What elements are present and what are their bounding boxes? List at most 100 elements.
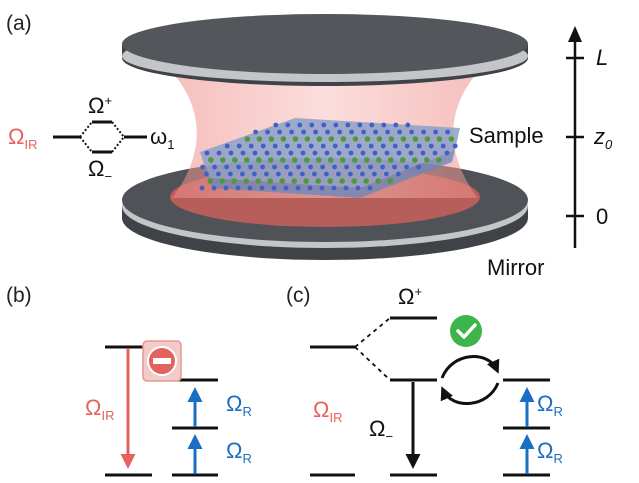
blue-atom xyxy=(228,171,233,177)
green-atom xyxy=(207,178,213,184)
axis-label-z0: z0 xyxy=(593,124,613,152)
green-atom xyxy=(339,178,346,184)
omega-plus-label-c: Ω+ xyxy=(398,284,422,309)
blue-atom xyxy=(308,164,313,170)
blue-atom xyxy=(312,150,318,156)
green-atom xyxy=(375,178,382,184)
green-atom xyxy=(304,136,311,142)
blue-atom xyxy=(393,122,399,128)
blue-atom xyxy=(321,122,327,128)
blue-atom xyxy=(409,129,414,135)
blue-atom xyxy=(320,164,325,170)
blue-atom xyxy=(336,150,342,156)
green-atom xyxy=(219,178,225,184)
green-atom xyxy=(303,178,310,184)
blue-atom xyxy=(385,129,390,135)
blue-atom xyxy=(259,185,265,191)
sample-crystal xyxy=(199,118,460,198)
blue-atom xyxy=(361,129,366,135)
blue-atom xyxy=(307,185,313,191)
blue-atom xyxy=(333,122,339,128)
green-atom xyxy=(363,178,370,184)
green-atom xyxy=(268,136,275,142)
blue-atom xyxy=(260,143,266,149)
blue-atom xyxy=(300,171,305,177)
green-atom xyxy=(352,157,358,163)
green-atom xyxy=(292,157,298,163)
blue-atom xyxy=(368,164,373,170)
blue-atom xyxy=(301,129,306,135)
blue-atom xyxy=(360,150,366,156)
blue-atom xyxy=(416,143,422,149)
blue-atom xyxy=(272,164,277,170)
blue-atom xyxy=(313,129,318,135)
blue-atom xyxy=(204,171,209,177)
blue-atom xyxy=(319,185,325,191)
blue-atom xyxy=(343,185,349,191)
blue-atom xyxy=(416,164,421,170)
blue-atom xyxy=(252,171,257,177)
blue-atom xyxy=(260,164,265,170)
blue-atom xyxy=(356,164,361,170)
omega-minus-label-c: Ω− xyxy=(369,416,393,444)
green-atom xyxy=(351,178,358,184)
blue-atom xyxy=(277,129,282,135)
top-mirror xyxy=(122,14,528,86)
blue-atom xyxy=(235,185,241,191)
omega-r-label-b-lower: ΩR xyxy=(226,438,252,466)
green-atom xyxy=(291,178,298,184)
panel-b-levels xyxy=(105,345,218,477)
green-atom xyxy=(243,178,249,184)
blue-atom xyxy=(296,143,302,149)
blue-atom xyxy=(240,150,246,156)
mirror-label: Mirror xyxy=(487,255,544,280)
blue-atom xyxy=(421,129,426,135)
omega-ir-label-c: ΩIR xyxy=(313,397,342,425)
check-circle-icon xyxy=(450,315,482,347)
blue-atom xyxy=(212,164,218,170)
blue-atom xyxy=(392,143,398,149)
blue-atom xyxy=(433,129,438,135)
blue-atom xyxy=(236,164,242,170)
green-atom xyxy=(244,157,250,163)
green-atom xyxy=(327,178,334,184)
green-atom xyxy=(280,157,286,163)
green-atom xyxy=(400,136,407,142)
blue-atom xyxy=(289,129,294,135)
panel-c-levels xyxy=(310,316,550,477)
green-atom xyxy=(387,178,394,184)
blue-atom xyxy=(408,150,414,156)
green-atom xyxy=(220,157,226,163)
blue-atom xyxy=(337,129,342,135)
green-atom xyxy=(376,136,383,142)
blue-atom xyxy=(369,122,375,128)
green-atom xyxy=(364,157,370,163)
blue-atom xyxy=(324,150,330,156)
blue-atom xyxy=(264,171,269,177)
panel-b-label: (b) xyxy=(6,284,32,307)
green-atom xyxy=(304,157,310,163)
blue-atom xyxy=(445,129,450,135)
blue-atom xyxy=(264,150,270,156)
blue-atom xyxy=(404,164,409,170)
axis-label-L: L xyxy=(596,45,608,70)
blue-atom xyxy=(325,129,330,135)
panel-a-label: (a) xyxy=(6,12,32,35)
blue-atom xyxy=(380,164,385,170)
blue-atom xyxy=(248,164,254,170)
energy-exchange-arrows xyxy=(440,355,500,405)
blue-atom xyxy=(288,171,293,177)
blue-atom xyxy=(216,171,221,177)
green-atom xyxy=(244,136,251,142)
blue-atom xyxy=(211,185,217,191)
green-atom xyxy=(436,157,442,163)
blue-atom xyxy=(216,150,222,156)
blue-atom xyxy=(373,129,378,135)
blue-atom xyxy=(420,150,426,156)
blue-atom xyxy=(357,122,363,128)
blue-atom xyxy=(367,185,373,191)
blue-atom xyxy=(223,185,229,191)
omega-r-label-c-lower: ΩR xyxy=(537,438,563,466)
blue-atom xyxy=(295,185,301,191)
blue-atom xyxy=(204,150,210,156)
